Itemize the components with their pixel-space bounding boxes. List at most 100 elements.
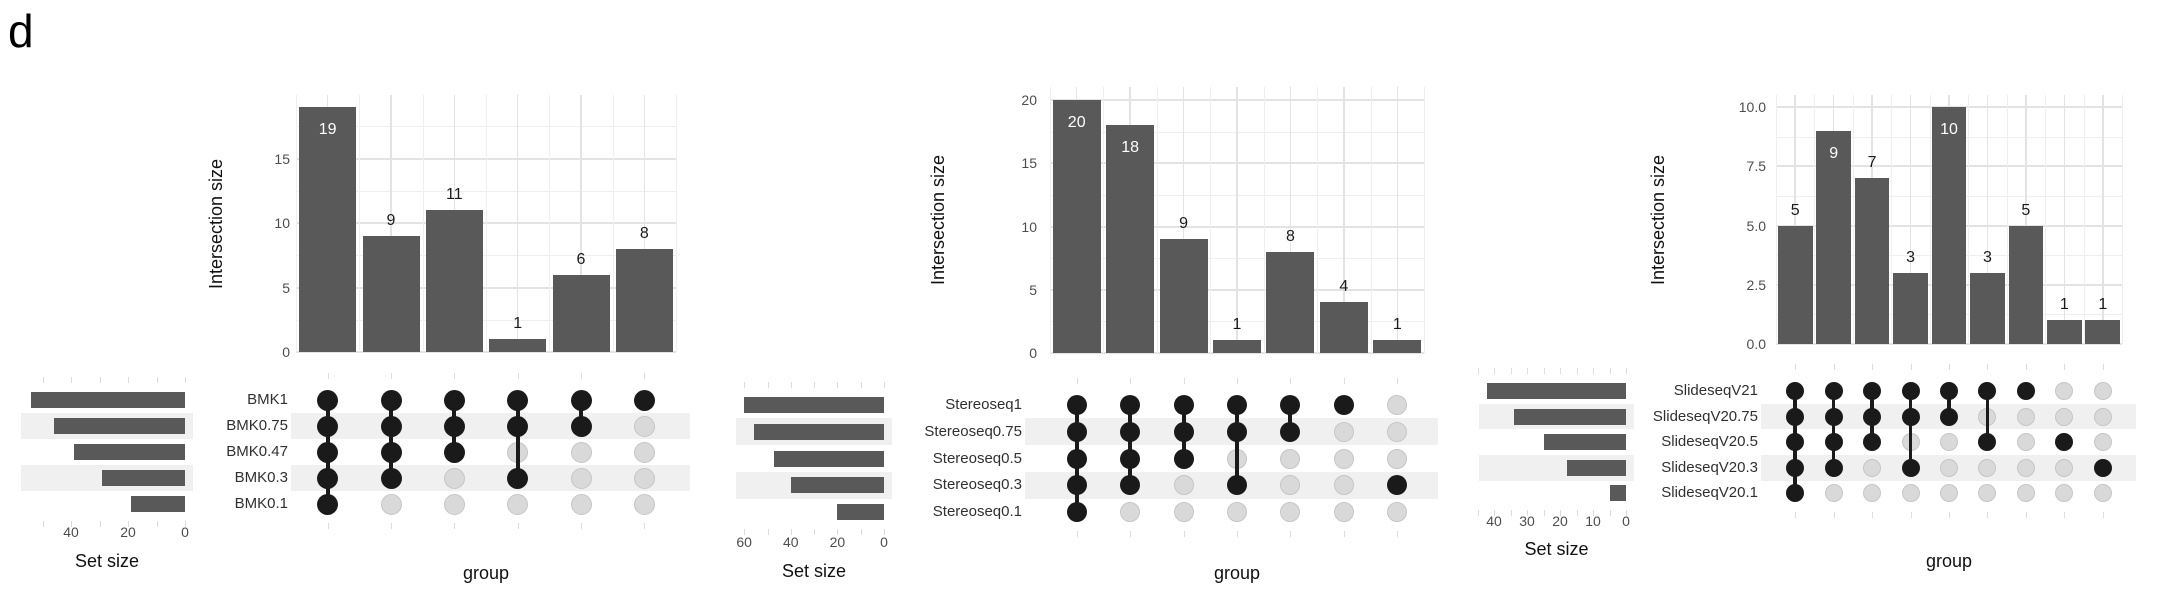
y-axis-tick-label: 15 (274, 150, 290, 167)
gridline-minor-v (486, 95, 487, 352)
intersection-bar-value: 20 (1067, 114, 1086, 131)
matrix-dot-filled (1120, 395, 1141, 415)
y-axis-tick-label: 0.0 (1746, 336, 1766, 352)
y-axis-tick-label: 10.0 (1738, 99, 1766, 115)
matrix-connector-line (389, 400, 393, 478)
matrix-row-label: SlideseqV20.1 (1661, 484, 1758, 502)
set-size-bar (1513, 408, 1626, 425)
matrix-dot-empty (1863, 458, 1882, 477)
intersection-bar-value: 5 (2021, 201, 2031, 219)
matrix-tick-stub (644, 523, 646, 529)
set-size-tick-stub (128, 521, 129, 527)
set-size-tick-stub (790, 381, 792, 388)
matrix-tick-stub (581, 523, 582, 529)
y-axis-tick-label: 0 (1029, 345, 1037, 361)
matrix-dot-filled (380, 441, 402, 463)
gridline-minor-v (676, 95, 677, 352)
gridline-minor-v (549, 95, 551, 352)
matrix-tick-stub (517, 523, 519, 529)
matrix-dot-filled (443, 441, 465, 463)
matrix-dot-empty (1333, 475, 1354, 496)
matrix-dot-empty (633, 493, 655, 515)
matrix-dot-empty (443, 467, 465, 489)
intersection-bar (1159, 239, 1208, 353)
set-size-tick-stub (71, 377, 72, 383)
gridline-minor-v (1929, 95, 1931, 344)
matrix-dot-empty (1280, 475, 1301, 496)
matrix-dot-filled (1120, 448, 1141, 469)
matrix-dot-filled (1824, 458, 1843, 477)
gridline-minor-v (1424, 87, 1425, 353)
y-axis-tick-label: 15 (1021, 155, 1037, 172)
matrix-dot-filled (1066, 475, 1087, 496)
matrix-dot-empty (2093, 407, 2112, 426)
intersection-bar-value: 3 (1982, 248, 1992, 266)
gridline-major-v (1289, 87, 1292, 353)
set-size-axis-tick-label: 40 (63, 524, 79, 540)
matrix-dot-empty (2016, 484, 2035, 503)
gridline-minor-v (422, 95, 424, 352)
set-size-bar (774, 450, 884, 467)
matrix-dot-empty (2093, 484, 2112, 503)
set-size-bar (837, 504, 884, 520)
set-size-bar (130, 496, 185, 512)
matrix-dot-filled (1863, 433, 1882, 452)
set-size-axis-tick-label: 40 (1486, 513, 1502, 529)
matrix-tick-stub (1237, 377, 1238, 384)
set-size-tick-stub (744, 381, 746, 388)
matrix-dot-empty (2016, 458, 2035, 477)
set-size-tick-stub (1609, 368, 1611, 375)
matrix-dot-filled (1863, 382, 1882, 400)
set-size-tick-stub (1626, 368, 1627, 375)
matrix-dot-filled (1824, 382, 1843, 400)
set-size-tick-stub (1527, 510, 1528, 517)
matrix-dot-filled (317, 493, 339, 515)
set-size-axis-title: Set size (1524, 539, 1589, 559)
matrix-dot-empty (1333, 502, 1354, 522)
matrix-dot-empty (1387, 448, 1408, 469)
matrix-tick-stub (644, 373, 646, 379)
matrix-tick-stub (391, 373, 392, 379)
intersection-bar-value: 7 (1867, 154, 1877, 172)
matrix-dot-filled (1066, 502, 1087, 522)
set-size-axis-tick-label: 0 (880, 534, 888, 550)
y-axis-tick-label: 5 (1029, 281, 1037, 298)
matrix-dot-filled (443, 389, 465, 411)
matrix-tick-stub (1949, 512, 1950, 519)
gridline-major-v (1909, 95, 1912, 344)
matrix-dot-filled (1120, 421, 1141, 442)
gridline-minor-v (359, 95, 361, 352)
set-size-tick-stub (837, 529, 839, 536)
matrix-dot-empty (2055, 382, 2074, 400)
matrix-tick-stub (1290, 377, 1292, 384)
matrix-dot-empty (1863, 484, 1882, 503)
matrix-tick-stub (1987, 512, 1989, 519)
matrix-dot-filled (1940, 407, 1958, 426)
gridline-minor-v (1210, 87, 1212, 353)
matrix-dot-filled (1066, 448, 1087, 469)
intersection-bar (2008, 225, 2044, 344)
matrix-row-label: BMK1 (247, 391, 288, 408)
matrix-connector-line (1288, 405, 1293, 432)
gridline-minor-v (1317, 87, 1319, 353)
matrix-tick-stub (1343, 531, 1345, 538)
set-size-tick-stub (1477, 368, 1479, 375)
intersection-bar-value: 1 (1232, 316, 1242, 334)
matrix-tick-stub (1076, 531, 1078, 538)
matrix-tick-stub (2102, 364, 2104, 371)
matrix-tick-stub (327, 373, 329, 379)
matrix-dot-filled (317, 389, 339, 411)
row-stripe (291, 413, 690, 439)
matrix-connector-line (1985, 391, 1990, 443)
set-size-tick-stub (1593, 510, 1594, 517)
matrix-dot-filled (1901, 382, 1920, 400)
intersection-size-axis-title: Intersection size (928, 154, 948, 286)
intersection-bar-value: 4 (1339, 278, 1349, 296)
set-size-tick-stub (790, 529, 792, 536)
matrix-dot-empty (570, 493, 592, 515)
gridline-minor-v (1776, 95, 1777, 344)
matrix-dot-filled (1901, 458, 1920, 477)
matrix-tick-stub (1397, 377, 1399, 384)
set-size-axis-title: Set size (74, 551, 140, 571)
